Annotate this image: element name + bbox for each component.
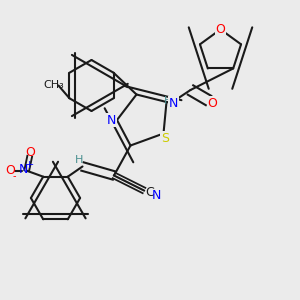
Text: N: N <box>107 113 116 127</box>
Text: -: - <box>13 171 16 181</box>
Text: O: O <box>207 97 217 110</box>
Text: S: S <box>161 131 169 145</box>
Text: H: H <box>75 155 84 165</box>
Text: H: H <box>164 95 172 106</box>
Text: O: O <box>216 23 225 36</box>
Text: N: N <box>169 97 178 110</box>
Text: O: O <box>5 164 15 177</box>
Text: N: N <box>152 189 161 203</box>
Text: N: N <box>19 163 28 176</box>
Text: CH₃: CH₃ <box>44 80 64 91</box>
Text: +: + <box>24 160 34 170</box>
Text: O: O <box>25 146 34 159</box>
Text: C: C <box>145 186 154 200</box>
